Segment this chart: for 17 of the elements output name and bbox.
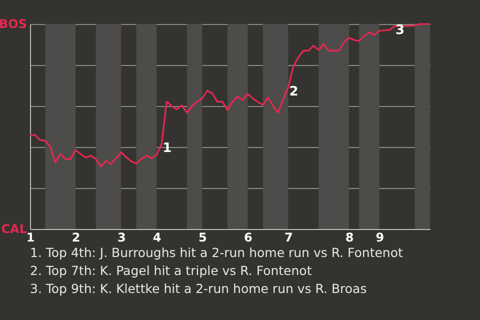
annotation: 1 (162, 140, 172, 156)
text: 1. Top 4th: J. Burroughs hit a 2-run home run vs R. Fontenot (30, 244, 403, 262)
x-tick-label: 4 (152, 230, 162, 244)
text: BOS (0, 17, 27, 31)
annotation: 3 (396, 23, 405, 38)
text: 2. Top 7th: K. Pagel hit a triple vs R. Fontenot (30, 262, 313, 280)
x-tick-label: 3 (117, 230, 126, 244)
x-tick-label: 9 (376, 230, 384, 244)
x-tick-label: 1 (26, 230, 35, 244)
x-tick-label: 8 (345, 230, 354, 244)
annotation: 2 (289, 84, 298, 100)
x-tick-label: 7 (284, 230, 293, 244)
x-tick-label: 6 (244, 230, 252, 244)
x-tick-label: 2 (72, 230, 80, 244)
text: 3. Top 9th: K. Klettke hit a 2-run home run vs R. Broas (30, 280, 368, 298)
x-tick-label: 5 (198, 230, 207, 244)
text: CAL (1, 222, 28, 236)
